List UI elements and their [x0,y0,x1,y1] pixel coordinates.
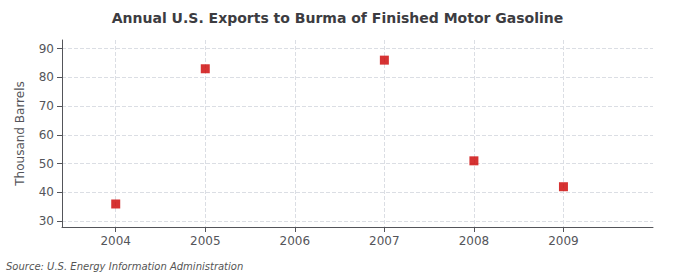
svg-text:Annual U.S. Exports to Burma o: Annual U.S. Exports to Burma of Finished… [112,10,563,26]
svg-text:50: 50 [39,157,54,171]
svg-text:40: 40 [39,185,54,199]
svg-text:2004: 2004 [100,234,131,248]
svg-text:2008: 2008 [459,234,490,248]
svg-text:2005: 2005 [190,234,221,248]
svg-text:70: 70 [39,99,54,113]
svg-text:Source: U.S. Energy Informatio: Source: U.S. Energy Information Administ… [6,261,243,272]
svg-text:2007: 2007 [369,234,400,248]
svg-text:80: 80 [39,70,54,84]
svg-text:2009: 2009 [548,234,579,248]
svg-text:Thousand Barrels: Thousand Barrels [13,81,27,186]
svg-text:2006: 2006 [280,234,311,248]
svg-text:90: 90 [39,42,54,56]
svg-text:60: 60 [39,128,54,142]
svg-text:30: 30 [39,214,54,228]
